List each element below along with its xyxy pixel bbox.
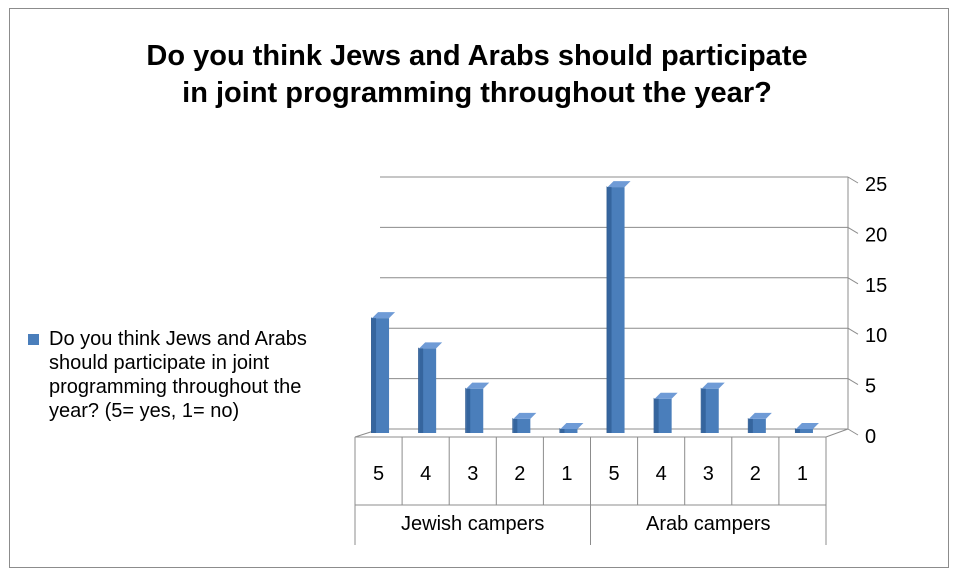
y-tick-label: 25	[865, 174, 887, 196]
bar-top-face	[607, 181, 631, 188]
category-label: 3	[703, 463, 714, 485]
bar-shade	[419, 348, 424, 433]
group-label: Arab campers	[646, 513, 771, 535]
bar-shade	[372, 318, 377, 433]
bar-side-face	[747, 417, 749, 433]
bar	[466, 388, 484, 433]
category-label: 2	[750, 463, 761, 485]
y-tick-mark	[847, 226, 859, 234]
chart-title: Do you think Jews and Arabs should parti…	[0, 38, 954, 112]
y-tick-label: 15	[865, 275, 887, 297]
bar	[795, 429, 813, 433]
bar	[372, 318, 390, 433]
bar-side-face	[653, 397, 655, 433]
y-tick-mark	[847, 327, 859, 335]
bar	[607, 187, 625, 433]
bar	[513, 418, 531, 433]
bar	[654, 398, 672, 433]
y-tick-mark	[847, 378, 859, 386]
chart-title-line-1: Do you think Jews and Arabs should parti…	[146, 40, 808, 72]
bar-side-face	[512, 417, 514, 433]
bar-top-face	[795, 423, 819, 429]
bar-top-face	[748, 412, 772, 419]
bar	[701, 388, 719, 433]
bar-top-face	[372, 312, 396, 319]
category-label: 4	[420, 463, 431, 485]
bar-side-face	[559, 428, 561, 433]
bar-shade	[560, 429, 565, 433]
chart-frame	[9, 8, 949, 568]
bar-shade	[654, 398, 659, 433]
category-label: 1	[797, 463, 808, 485]
bar-shade	[701, 388, 706, 433]
bar-side-face	[606, 186, 608, 433]
bar-shade	[795, 429, 800, 433]
chart-title-line-2: in joint programming throughout the year…	[182, 77, 772, 109]
legend-label: Do you think Jews and Arabs should parti…	[49, 328, 307, 422]
category-label: 4	[656, 463, 667, 485]
legend: Do you think Jews and Arabs should parti…	[28, 327, 328, 423]
category-label: 3	[467, 463, 478, 485]
y-tick-mark	[847, 277, 859, 285]
bar-top-face	[654, 392, 678, 399]
bar-side-face	[700, 387, 702, 433]
y-tick-label: 20	[865, 224, 887, 246]
bar-top-face	[466, 382, 490, 389]
y-tick-label: 5	[865, 376, 876, 398]
category-label: 1	[561, 463, 572, 485]
category-label: 5	[373, 463, 384, 485]
y-tick-mark	[847, 428, 859, 436]
y-tick-mark	[847, 176, 859, 184]
bar-side-face	[794, 428, 796, 433]
y-tick-label: 0	[865, 426, 876, 448]
bar-side-face	[371, 317, 373, 433]
legend-swatch	[28, 334, 39, 345]
bar-side-face	[465, 387, 467, 433]
category-label: 5	[608, 463, 619, 485]
bar-shade	[607, 187, 612, 433]
bar-shade	[748, 418, 753, 433]
bar-top-face	[513, 412, 537, 419]
bar	[560, 429, 578, 433]
bar-top-face	[419, 342, 443, 349]
group-label: Jewish campers	[401, 513, 544, 535]
bar-side-face	[418, 347, 420, 433]
category-label: 2	[514, 463, 525, 485]
bar-top-face	[560, 423, 584, 429]
bar	[748, 418, 766, 433]
bar-top-face	[701, 382, 725, 389]
bar-shade	[513, 418, 518, 433]
y-tick-label: 10	[865, 325, 887, 347]
bar	[419, 348, 437, 433]
bar-shade	[466, 388, 471, 433]
